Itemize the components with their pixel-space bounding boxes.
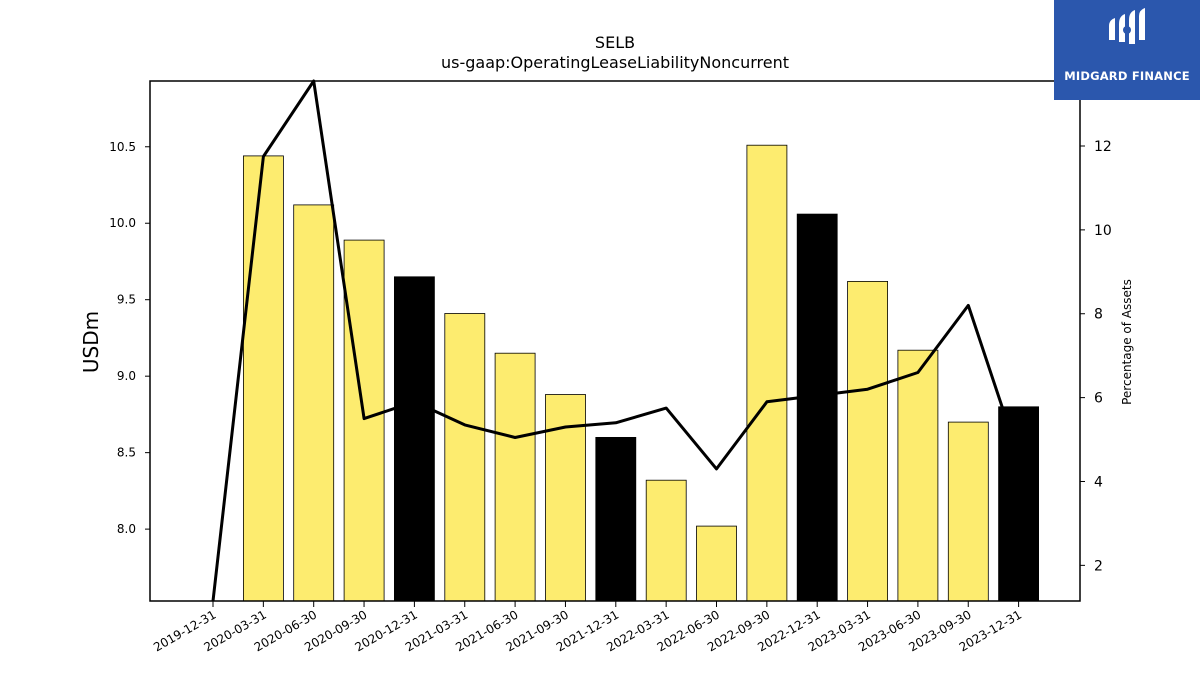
y-tick-label: 8.0 [117,522,136,536]
y2-tick-label: 10 [1094,223,1112,239]
bar-2020-12-31 [393,276,435,602]
y2-tick-label: 12 [1094,139,1112,155]
bar-2023-09-30 [947,421,989,602]
y2-tick-label: 4 [1094,474,1103,490]
bar-2022-06-30 [696,525,737,602]
bar-2020-09-30 [343,239,385,602]
percentage-line [211,79,1021,602]
bar-2022-03-31 [645,479,687,602]
bar-2021-06-30 [494,352,536,602]
y-tick-label: 10.0 [109,216,136,230]
bar-2020-03-31 [242,155,284,602]
percentage-line-series [211,79,1021,602]
y-tick-label: 8.5 [117,446,136,460]
bar-2023-06-30 [897,349,939,602]
bar-2022-09-30 [746,144,788,602]
bar-2021-03-31 [444,313,486,602]
y2-tick-label: 6 [1094,391,1103,407]
chart-title: SELB [595,33,635,52]
y2-tick-label: 8 [1094,307,1103,323]
bar-2020-06-30 [293,204,335,602]
midgard-logo-icon [1109,8,1145,44]
y2-tick-label: 2 [1094,558,1103,574]
y2-axis-label: Percentage of Assets [1120,279,1134,405]
brand-logo: MIDGARD FINANCE [1054,0,1200,100]
y-tick-label: 10.5 [109,140,136,154]
y-tick-label: 9.5 [117,293,136,307]
bar-2021-12-31 [595,436,637,602]
bar-2023-03-31 [847,280,888,602]
brand-name: MIDGARD FINANCE [1064,69,1190,83]
bars [242,144,1039,602]
bar-2023-12-31 [998,406,1039,602]
plot-frame [149,80,1081,602]
y-tick-label: 9.0 [117,369,136,383]
y-axis-label: USDm [79,311,103,373]
bar-2022-12-31 [796,213,838,602]
chart-subtitle: us-gaap:OperatingLeaseLiabilityNoncurren… [441,53,789,72]
